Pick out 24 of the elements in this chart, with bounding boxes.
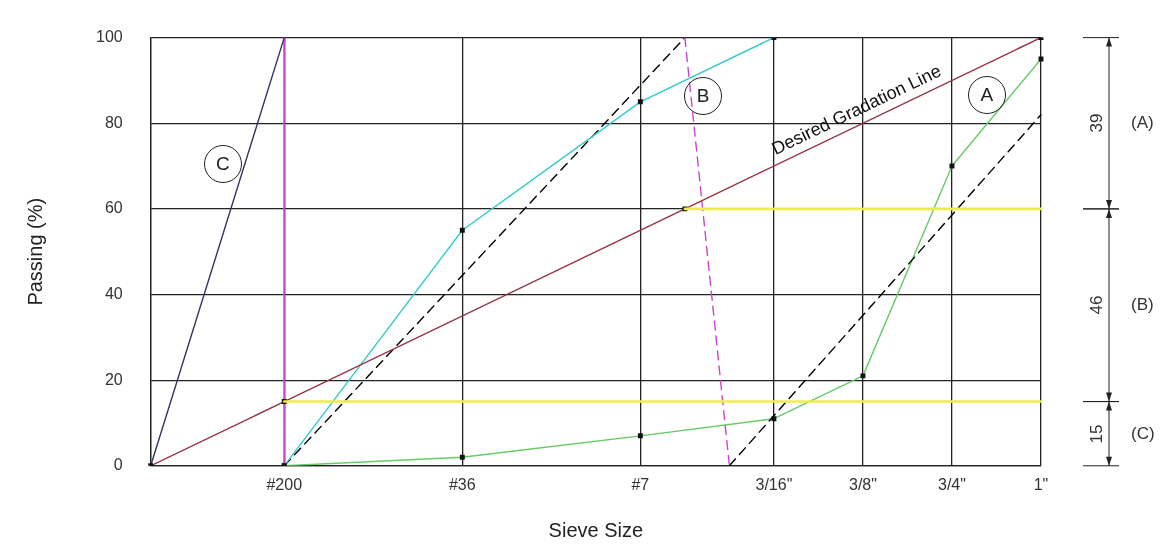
x-axis-title: Sieve Size xyxy=(548,518,644,541)
text: 15 xyxy=(1086,424,1107,444)
series-label: B xyxy=(696,84,710,106)
x-tick-label: 3/8" xyxy=(848,475,877,493)
x-tick-label: #36 xyxy=(448,475,476,493)
y-tick-label: 40 xyxy=(104,284,123,302)
text: (C) xyxy=(1131,423,1155,444)
series-label: A xyxy=(980,84,994,106)
x-tick-label: 3/16" xyxy=(755,475,793,493)
y-tick-label: 0 xyxy=(113,456,123,474)
text: (B) xyxy=(1131,295,1154,316)
text: 46 xyxy=(1086,295,1107,315)
series-label: C xyxy=(215,152,230,174)
text: (A) xyxy=(1131,113,1154,134)
x-tick-label: #200 xyxy=(266,475,303,493)
x-tick-label: #7 xyxy=(631,475,650,493)
y-tick-label: 80 xyxy=(104,113,123,131)
y-tick-label: 60 xyxy=(104,199,123,217)
x-tick-label: 3/4" xyxy=(938,475,966,493)
y-axis-title: Passing (%) xyxy=(23,197,46,306)
x-tick-label: 1" xyxy=(1033,475,1049,493)
y-tick-label: 20 xyxy=(104,370,123,388)
y-tick-label: 100 xyxy=(95,28,123,46)
text: 39 xyxy=(1086,113,1107,133)
